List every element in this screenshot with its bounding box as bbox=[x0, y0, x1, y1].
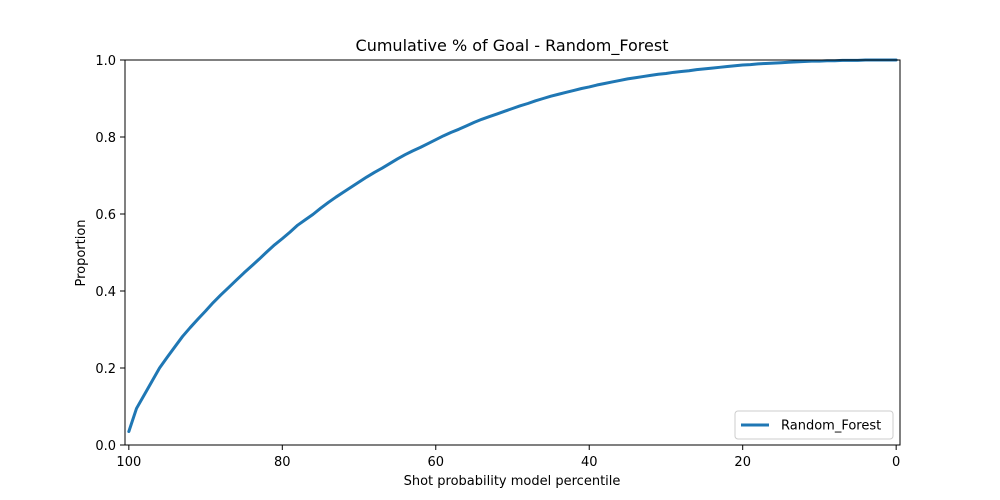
x-axis-label: Shot probability model percentile bbox=[404, 474, 621, 489]
y-tick-label: 1.0 bbox=[95, 54, 116, 69]
y-tick-label: 0.4 bbox=[95, 285, 116, 300]
chart-title: Cumulative % of Goal - Random_Forest bbox=[356, 36, 669, 56]
y-tick-label: 0.6 bbox=[95, 208, 116, 223]
x-tick-label: 0 bbox=[892, 455, 900, 470]
y-axis-label: Proportion bbox=[74, 219, 89, 286]
legend: Random_Forest bbox=[734, 410, 894, 440]
x-tick-label: 60 bbox=[427, 455, 444, 470]
y-tick-label: 0.2 bbox=[95, 362, 116, 377]
x-tick-label: 20 bbox=[734, 455, 751, 470]
legend-box bbox=[734, 410, 894, 440]
plot-frame bbox=[124, 59, 901, 446]
x-tick-label: 80 bbox=[274, 455, 291, 470]
x-tick-label: 100 bbox=[116, 455, 141, 470]
series-layer bbox=[127, 58, 898, 434]
y-axis-ticks: 0.0 0.2 0.4 0.6 0.8 1.0 bbox=[95, 54, 125, 454]
x-axis-ticks: 100 80 60 40 20 0 bbox=[116, 445, 900, 470]
series-line-random-forest bbox=[127, 58, 898, 434]
y-tick-label: 0.0 bbox=[95, 439, 116, 454]
legend-label: Random_Forest bbox=[781, 419, 881, 434]
y-tick-label: 0.8 bbox=[95, 131, 116, 146]
x-tick-label: 40 bbox=[581, 455, 598, 470]
